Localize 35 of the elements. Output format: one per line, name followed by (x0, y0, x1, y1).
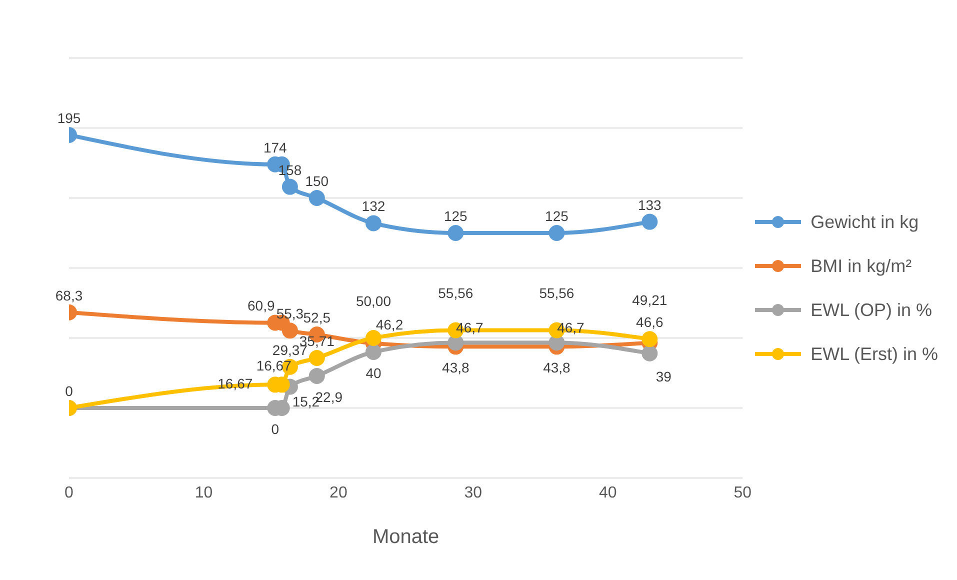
legend-label: Gewicht in kg (810, 212, 919, 232)
data-label: 43,8 (442, 360, 470, 376)
data-label: 132 (362, 198, 386, 214)
data-label: 195 (57, 110, 81, 126)
data-label: 52,5 (303, 310, 331, 326)
data-label: 0 (271, 421, 280, 437)
data-label: 68,3 (55, 287, 83, 304)
data-label: 125 (444, 208, 468, 224)
data-label: 55,56 (438, 285, 474, 302)
data-label: 60,9 (248, 298, 275, 314)
x-tick-label: 50 (734, 484, 752, 502)
data-label: 50,00 (356, 293, 392, 309)
data-label: 16,67 (218, 376, 253, 392)
data-label: 174 (263, 139, 288, 156)
data-label: 55,56 (539, 285, 574, 302)
legend-label: BMI in kg/m² (810, 256, 912, 276)
data-label: 0 (65, 383, 74, 399)
x-tick-label: 40 (599, 484, 617, 502)
x-axis-title: Monate (372, 526, 440, 548)
data-label: 125 (545, 208, 569, 224)
x-tick-label: 10 (194, 484, 213, 502)
legend-label: EWL (Erst) in % (810, 344, 938, 364)
data-label: 133 (638, 196, 662, 213)
data-label: 46,2 (376, 316, 404, 332)
data-label: 39 (656, 368, 672, 384)
data-label: 40 (366, 365, 382, 381)
data-label: 49,21 (632, 292, 668, 308)
data-label: 46,6 (636, 314, 664, 330)
x-tick-label: 20 (330, 484, 348, 502)
legend-label: EWL (OP) in % (810, 300, 932, 320)
data-label: 150 (305, 173, 329, 189)
data-label: 43,8 (543, 360, 571, 376)
data-label: 55,3 (276, 306, 304, 322)
x-tick-label: 30 (464, 484, 482, 502)
x-tick-label: 0 (64, 484, 74, 502)
